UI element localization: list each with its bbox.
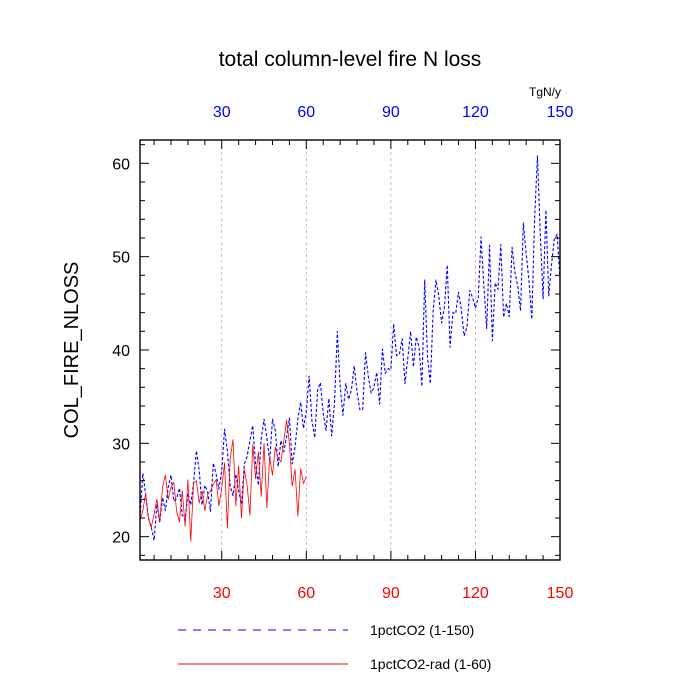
x-tick-label-bottom-90: 90 bbox=[382, 585, 400, 602]
legend-label-1: 1pctCO2 (1-150) bbox=[370, 622, 474, 638]
y-tick-label-40: 40 bbox=[112, 343, 130, 360]
chart-title: total column-level fire N loss bbox=[219, 48, 482, 71]
series-line-2 bbox=[139, 419, 307, 542]
x-tick-label-top-30: 30 bbox=[213, 104, 231, 121]
y-tick-label-50: 50 bbox=[112, 250, 130, 267]
series-line-1 bbox=[139, 155, 561, 541]
legend: 1pctCO2 (1-150) 1pctCO2-rad (1-60) bbox=[178, 622, 491, 672]
x-tick-label-top-120: 120 bbox=[462, 104, 489, 121]
grid-lines bbox=[221, 140, 476, 560]
units-label: TgN/y bbox=[529, 85, 561, 99]
x-tick-label-bottom-120: 120 bbox=[462, 585, 489, 602]
x-tick-label-bottom-30: 30 bbox=[213, 585, 231, 602]
tick-marks bbox=[140, 140, 561, 560]
y-tick-label-20: 20 bbox=[112, 530, 130, 547]
legend-label-2: 1pctCO2-rad (1-60) bbox=[370, 656, 491, 672]
x-tick-label-bottom-150: 150 bbox=[547, 585, 574, 602]
x-tick-label-top-90: 90 bbox=[382, 104, 400, 121]
tick-labels: 20 30 40 50 60 30 30 60 60 90 90 120 120 150 150 bbox=[112, 104, 573, 602]
x-tick-label-top-60: 60 bbox=[297, 104, 315, 121]
x-tick-label-top-150: 150 bbox=[547, 104, 574, 121]
series-layer bbox=[139, 155, 561, 542]
x-tick-label-bottom-60: 60 bbox=[297, 585, 315, 602]
y-axis-label: COL_FIRE_NLOSS bbox=[61, 262, 83, 439]
y-tick-label-60: 60 bbox=[112, 156, 130, 173]
y-tick-label-30: 30 bbox=[112, 436, 130, 453]
